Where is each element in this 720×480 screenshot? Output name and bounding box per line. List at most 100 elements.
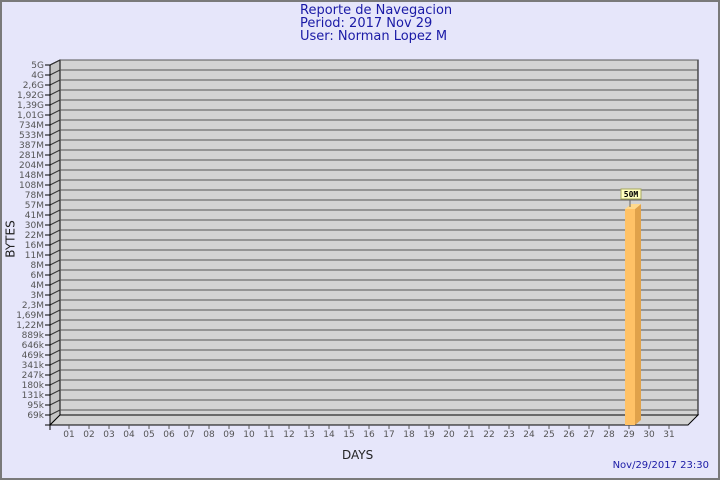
grid-line-diagonal <box>49 319 61 326</box>
grid-line-diagonal <box>49 209 61 216</box>
grid-line-diagonal <box>49 409 61 416</box>
x-tick-label: 17 <box>383 430 394 440</box>
y-tick-label: 69k <box>27 411 44 421</box>
x-tick-label: 31 <box>663 430 674 440</box>
y-tick-label: 387M <box>19 141 44 151</box>
grid-line-diagonal <box>49 339 61 346</box>
grid-line-diagonal <box>49 249 61 256</box>
x-tick-label: 26 <box>563 430 575 440</box>
x-tick-label: 19 <box>423 430 435 440</box>
y-tick-label: 4G <box>31 71 44 81</box>
x-tick-label: 30 <box>643 430 655 440</box>
y-tick-label: 95k <box>27 401 44 411</box>
x-tick-label: 06 <box>163 430 175 440</box>
grid-line-diagonal <box>49 99 61 106</box>
y-tick-label: 8M <box>31 261 45 271</box>
y-tick-label: 180k <box>22 381 45 391</box>
grid-line-diagonal <box>49 259 61 266</box>
grid-line-diagonal <box>49 309 61 316</box>
grid-line-diagonal <box>49 279 61 286</box>
y-tick-label: 148M <box>19 171 44 181</box>
grid-line-diagonal <box>49 379 61 386</box>
y-tick-label: 646k <box>22 341 45 351</box>
bar-front <box>625 208 635 425</box>
y-tick-label: 5G <box>31 61 44 71</box>
floor <box>48 414 700 426</box>
grid-line-diagonal <box>49 269 61 276</box>
x-tick-label: 21 <box>463 430 474 440</box>
y-tick-label: 533M <box>19 131 44 141</box>
report-user: User: Norman Lopez M <box>300 29 448 44</box>
x-tick-label: 27 <box>583 430 594 440</box>
report-title: Reporte de Navegacion <box>300 3 453 18</box>
x-tick-label: 22 <box>483 430 494 440</box>
grid-line-diagonal <box>49 69 61 76</box>
y-tick-label: 1,39G <box>17 101 44 111</box>
timestamp: Nov/29/2017 23:30 <box>612 460 709 471</box>
bar-day-29: 50M <box>620 188 642 425</box>
grid-line-diagonal <box>49 189 61 196</box>
y-tick-label: 2,3M <box>22 301 44 311</box>
y-tick-label: 41M <box>25 211 44 221</box>
x-tick-label: 11 <box>263 430 274 440</box>
grid-line-diagonal <box>49 389 61 396</box>
data-label: 50M <box>624 190 639 199</box>
grid-line-diagonal <box>49 219 61 226</box>
grid-line-diagonal <box>49 169 61 176</box>
y-tick-label: 6M <box>31 271 45 281</box>
x-tick-label: 29 <box>623 430 635 440</box>
y-tick-label: 4M <box>31 281 45 291</box>
y-tick-label: 1,92G <box>17 91 44 101</box>
y-tick-label: 3M <box>31 291 45 301</box>
grid-line-diagonal <box>49 59 61 66</box>
y-axis-label: BYTES <box>3 220 18 258</box>
x-tick-label: 04 <box>123 430 135 440</box>
grid-line-diagonal <box>49 289 61 296</box>
x-tick-label: 18 <box>403 430 415 440</box>
y-tick-label: 889k <box>22 331 45 341</box>
x-tick-label: 15 <box>343 430 354 440</box>
grid-line-diagonal <box>49 159 61 166</box>
grid-line-diagonal <box>49 109 61 116</box>
y-tick-label: 2,6G <box>23 81 44 91</box>
grid-line-diagonal <box>49 349 61 356</box>
bar-top <box>625 203 641 209</box>
x-tick-label: 13 <box>303 430 314 440</box>
y-tick-label: 11M <box>25 251 44 261</box>
grid-line-diagonal <box>49 329 61 336</box>
y-tick-label: 16M <box>25 241 44 251</box>
y-tick-label: 204M <box>19 161 44 171</box>
x-tick-label: 24 <box>523 430 535 440</box>
x-tick-label: 01 <box>63 430 74 440</box>
y-tick-label: 1,69M <box>16 311 44 321</box>
y-tick-label: 108M <box>19 181 44 191</box>
grid-line-diagonal <box>49 369 61 376</box>
grid-line-diagonal <box>49 139 61 146</box>
y-tick-label: 1,01G <box>17 111 44 121</box>
y-tick-label: 1,22M <box>16 321 44 331</box>
y-tick-label: 22M <box>25 231 44 241</box>
grid-line-diagonal <box>49 79 61 86</box>
x-tick-label: 20 <box>443 430 455 440</box>
y-tick-label: 734M <box>19 121 44 131</box>
back-wall <box>59 59 699 416</box>
y-tick-label: 78M <box>25 191 44 201</box>
x-tick-label: 09 <box>223 430 235 440</box>
grid-line-diagonal <box>49 129 61 136</box>
x-tick-label: 28 <box>603 430 615 440</box>
grid-line-diagonal <box>49 149 61 156</box>
grid-line-diagonal <box>49 89 61 96</box>
data-label-box <box>620 188 642 200</box>
y-tick-label: 281M <box>19 151 44 161</box>
x-tick-label: 05 <box>143 430 154 440</box>
grid-line-diagonal <box>49 359 61 366</box>
x-tick-label: 03 <box>103 430 114 440</box>
x-tick-label: 02 <box>83 430 94 440</box>
grid-line-diagonal <box>49 399 61 406</box>
x-tick-label: 08 <box>203 430 215 440</box>
y-tick-label: 469k <box>22 351 45 361</box>
grid-line-diagonal <box>49 119 61 126</box>
x-tick-label: 25 <box>543 430 554 440</box>
y-tick-label: 30M <box>25 221 44 231</box>
